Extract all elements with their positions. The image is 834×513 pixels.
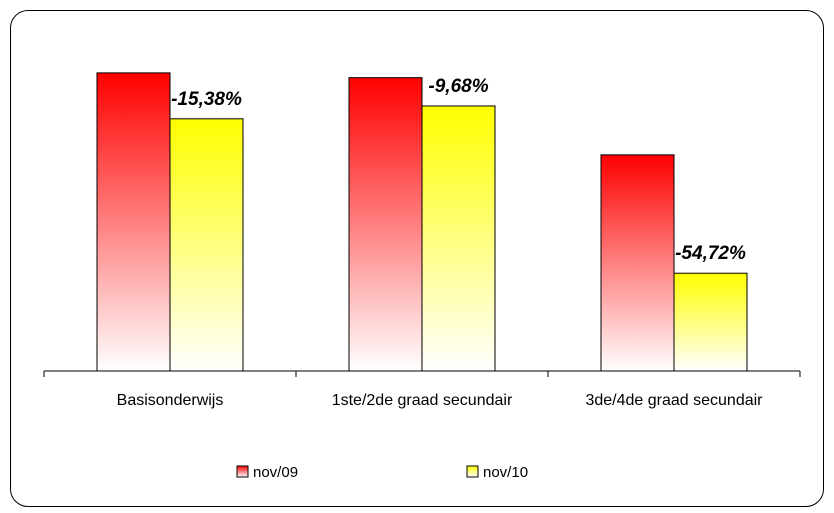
category-label: 3de/4de graad secundair — [585, 392, 763, 409]
percentage-label: -15,38% — [171, 89, 242, 110]
x-axis-ticks — [43, 371, 801, 377]
legend-label: nov/09 — [253, 464, 298, 481]
bar-series-1 — [96, 72, 171, 372]
bar-series-1 — [600, 154, 675, 372]
legend-label: nov/10 — [483, 464, 528, 481]
bar-series-2 — [673, 272, 748, 372]
bar-series-2 — [169, 118, 244, 372]
category-label: 1ste/2de graad secundair — [332, 392, 513, 409]
percentage-labels: -15,38% -9,68% -54,72% — [171, 76, 746, 264]
legend-swatch — [236, 465, 249, 478]
percentage-label: -54,72% — [675, 243, 746, 264]
bar-series-2 — [421, 105, 496, 372]
legend-swatch — [466, 465, 479, 478]
percentage-label: -9,68% — [428, 76, 488, 97]
category-label: Basisonderwijs — [117, 392, 224, 409]
bars-group — [96, 72, 748, 372]
category-labels: Basisonderwijs 1ste/2de graad secundair 3d… — [117, 392, 764, 409]
legend: nov/09 nov/10 — [236, 464, 528, 481]
bar-series-1 — [348, 77, 423, 372]
